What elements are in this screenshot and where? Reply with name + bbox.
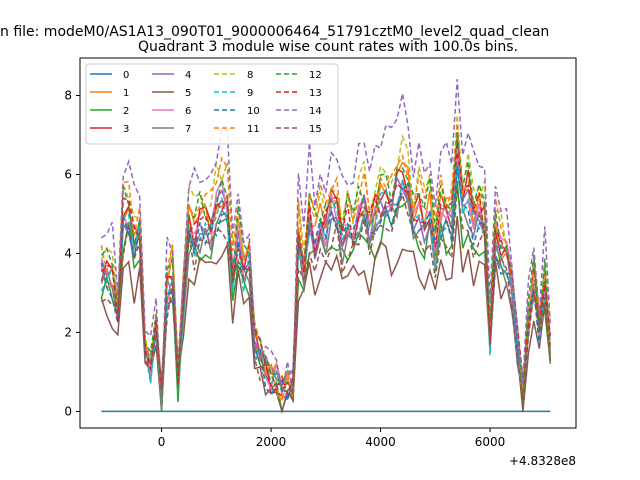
legend-label-4: 4 (185, 70, 191, 81)
plot-frame (79, 57, 577, 429)
x-tick-label: 2000 (256, 435, 287, 449)
legend-label-13: 13 (309, 88, 322, 99)
chart-title: Quadrant 3 module wise count rates with … (138, 39, 518, 55)
y-tick-label: 4 (64, 246, 72, 260)
y-tick-label: 8 (64, 89, 72, 103)
legend-label-14: 14 (309, 106, 322, 117)
legend-label-15: 15 (309, 124, 322, 135)
legend-label-7: 7 (185, 124, 191, 135)
legend-label-0: 0 (123, 70, 129, 81)
legend-label-2: 2 (123, 106, 129, 117)
y-axis: 0 2 4 6 8 (64, 89, 80, 418)
y-tick-label: 6 (64, 167, 72, 181)
y-tick-label: 2 (64, 325, 72, 339)
legend-label-12: 12 (309, 70, 322, 81)
series-line-13 (100, 151, 552, 397)
x-offset-label: +4.8328e8 (509, 454, 576, 468)
x-tick-label: 6000 (475, 435, 506, 449)
legend-box (85, 63, 339, 145)
suptitle: n file: modeM0/AS1A13_090T01_9000006464_… (0, 24, 549, 40)
series-layer (100, 79, 552, 415)
x-tick-label: 0 (158, 435, 166, 449)
x-axis: 0 2000 4000 6000 (158, 428, 506, 449)
legend-label-8: 8 (247, 70, 253, 81)
legend-label-9: 9 (247, 88, 253, 99)
series-line-15 (101, 188, 552, 401)
legend-label-3: 3 (123, 124, 129, 135)
legend-label-1: 1 (123, 88, 129, 99)
series-line-14 (101, 79, 552, 406)
legend-label-5: 5 (185, 88, 191, 99)
legend-label-11: 11 (247, 124, 260, 135)
legend-label-6: 6 (185, 106, 191, 117)
x-tick-label: 4000 (365, 435, 396, 449)
series-line-8 (100, 115, 552, 405)
y-tick-label: 0 (64, 404, 72, 418)
legend-label-10: 10 (247, 106, 260, 117)
